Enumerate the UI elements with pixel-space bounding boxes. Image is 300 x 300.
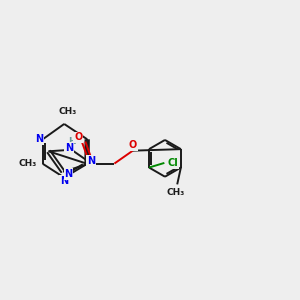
Text: CH₃: CH₃ xyxy=(58,106,76,116)
Text: Cl: Cl xyxy=(168,158,178,168)
Text: CH₃: CH₃ xyxy=(167,188,185,197)
Text: N: N xyxy=(35,134,43,144)
Text: N: N xyxy=(60,176,68,186)
Text: N: N xyxy=(65,143,73,153)
Text: N: N xyxy=(87,156,95,166)
Text: O: O xyxy=(74,133,82,142)
Text: O: O xyxy=(129,140,137,150)
Text: N: N xyxy=(64,169,73,179)
Text: CH₃: CH₃ xyxy=(19,159,37,168)
Text: H: H xyxy=(68,137,75,146)
